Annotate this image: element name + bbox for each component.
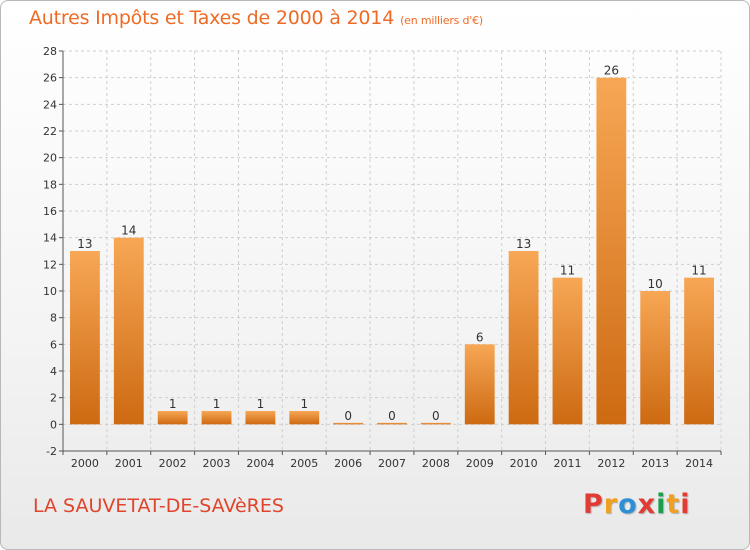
data-label: 1 [300,397,308,411]
y-tick-label: 24 [43,98,57,111]
bar [508,251,539,425]
data-label: 1 [169,397,177,411]
x-tick-label: 2005 [290,457,318,470]
x-tick-label: 2007 [378,457,406,470]
x-tick-labels: 2000 2001 2002 2003 2004 2005 2006 2007 2008 2009… [71,457,713,470]
bar [640,291,671,425]
logo-letter: x [637,489,657,520]
commune-name: LA SAUVETAT-DE-SAVèRES [33,495,284,517]
x-tick-label: 2006 [334,457,362,470]
y-tick-label: 28 [43,45,57,58]
logo-letter: i [680,489,691,520]
bar [333,422,364,425]
chart-title: Autres Impôts et Taxes de 2000 à 2014 (en… [29,7,483,29]
x-tick-label: 2000 [71,457,99,470]
x-tick-label: 2013 [641,457,669,470]
data-label: 26 [604,64,619,78]
axes [59,50,722,455]
data-label: 0 [344,409,352,423]
y-tick-label: 22 [43,125,57,138]
x-tick-label: 2011 [553,457,581,470]
bar [552,277,583,425]
logo-letter: r [603,489,619,520]
y-tick-label: 20 [43,152,57,165]
x-tick-label: 2004 [246,457,274,470]
bar [684,277,714,425]
y-tick-label: -2 [46,445,57,458]
bar [157,411,188,425]
data-label: 10 [648,277,663,291]
bar [70,251,100,425]
y-tick-label: 14 [43,232,57,245]
y-tick-label: 6 [50,338,57,351]
proxiti-logo: Proxiti [583,489,691,520]
data-label: 0 [432,409,440,423]
y-tick-label: 18 [43,178,57,191]
y-tick-label: 0 [50,418,57,431]
bar [289,411,320,425]
bar [245,411,276,425]
x-tick-label: 2014 [685,457,713,470]
bar [201,411,232,425]
data-label: 11 [691,264,706,278]
y-tick-label: 2 [50,392,57,405]
x-tick-label: 2009 [466,457,494,470]
logo-letter: o [618,489,638,520]
data-label: 14 [121,224,136,238]
data-label: 1 [257,397,265,411]
x-tick-label: 2003 [203,457,231,470]
data-label: 1 [213,397,221,411]
bar [464,344,495,425]
data-label: 0 [388,409,396,423]
y-tick-label: 4 [50,365,57,378]
data-label: 11 [560,264,575,278]
y-tick-label: 10 [43,285,57,298]
logo-letter: i [656,489,667,520]
y-tick-label: 26 [43,72,57,85]
y-tick-label: 8 [50,312,57,325]
bar [113,237,144,425]
y-tick-label: 12 [43,258,57,271]
x-tick-label: 2001 [115,457,143,470]
x-tick-label: 2008 [422,457,450,470]
x-tick-label: 2010 [510,457,538,470]
bars [70,77,714,425]
chart-title-text: Autres Impôts et Taxes de 2000 à 2014 [29,7,395,29]
x-tick-label: 2002 [159,457,187,470]
data-label: 6 [476,330,484,344]
data-label: 13 [516,237,531,251]
y-tick-label: 16 [43,205,57,218]
logo-letter: P [583,489,604,520]
chart-unit: (en milliers d'€) [400,14,483,27]
logo-letter: t [666,489,681,520]
x-tick-label: 2012 [597,457,625,470]
bar [596,77,627,425]
bar [420,422,451,425]
data-label: 13 [77,237,92,251]
bar [377,422,407,425]
